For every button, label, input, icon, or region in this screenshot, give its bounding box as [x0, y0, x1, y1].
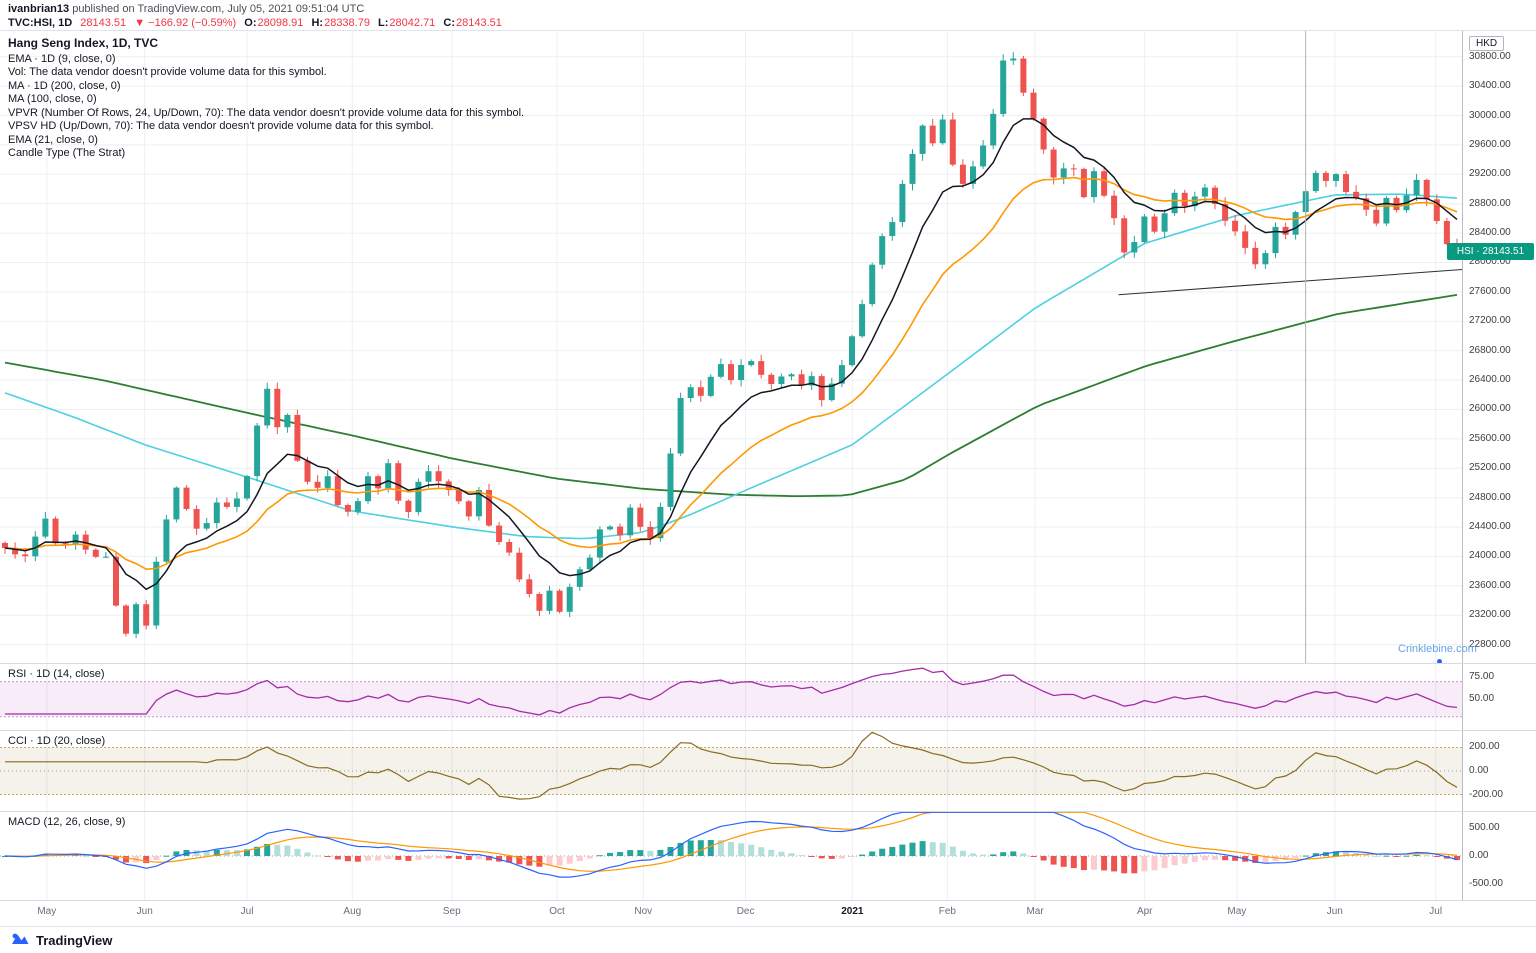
indicator-legend-list: EMA · 1D (9, close, 0) Vol: The data vend… — [8, 53, 524, 161]
indicator-legend-item[interactable]: Candle Type (The Strat) — [8, 147, 126, 159]
scale-value-label: 75.00 — [1469, 671, 1495, 683]
scale-value-label: 27200.00 — [1469, 315, 1511, 327]
price-scale-axis[interactable]: HKD 22800.00 23200.00 23600.00 24000.00 2440… — [1462, 31, 1536, 900]
open-value: 28098.91 — [257, 17, 304, 29]
time-axis-label: Feb — [938, 906, 956, 917]
author-name: ivanbrian13 — [8, 3, 70, 15]
scale-value-label: 0.00 — [1469, 850, 1489, 861]
scale-value-label: 30400.00 — [1469, 80, 1511, 92]
scale-value-label: 23200.00 — [1469, 609, 1511, 621]
indicator-legend-item[interactable]: VPVR (Number Of Rows, 24, Up/Down, 70): … — [8, 106, 525, 119]
scale-value-label: 26000.00 — [1469, 403, 1511, 415]
time-axis-label: Mar — [1026, 906, 1044, 917]
time-axis-label: Sep — [442, 906, 461, 917]
indicator-legend-item[interactable]: EMA · 1D (9, close, 0) — [8, 52, 116, 65]
cci-legend-label[interactable]: CCI · 1D (20, close) — [8, 735, 106, 747]
scale-value-label: 29600.00 — [1469, 138, 1511, 150]
time-axis-label: Jul — [240, 906, 254, 917]
time-axis-label: Apr — [1136, 906, 1153, 917]
footer-bar: TradingView — [0, 926, 1536, 953]
scale-value-label: 30000.00 — [1469, 109, 1511, 121]
cci-panel[interactable] — [0, 731, 1462, 811]
currency-label: HKD — [1469, 36, 1505, 51]
indicator-legend-item[interactable]: Vol: The data vendor doesn't provide vol… — [8, 66, 327, 78]
scale-value-label: 27600.00 — [1469, 285, 1511, 297]
panel-separator[interactable] — [0, 730, 1536, 731]
panel-separator[interactable] — [0, 811, 1536, 812]
macd-legend-label[interactable]: MACD (12, 26, close, 9) — [8, 816, 126, 828]
watermark-text: Crinklebine.com — [1398, 643, 1477, 655]
high-value: 28338.79 — [324, 17, 370, 29]
last-price-tag: HSI · 28143.51 — [1447, 242, 1534, 260]
time-axis-label: 2021 — [841, 906, 864, 917]
symbol-title: TVC:HSI, 1D — [8, 17, 73, 29]
time-scale-axis[interactable]: May Jun Jul Aug Sep Oct Nov Dec 2021 Feb Mar Apr May… — [0, 900, 1462, 926]
rsi-panel[interactable] — [0, 664, 1462, 730]
panel-separator — [0, 900, 1536, 901]
scale-value-label: 25200.00 — [1469, 462, 1511, 474]
time-axis-label: Aug — [343, 906, 362, 917]
open-label: O: — [244, 17, 257, 29]
rsi-legend-label[interactable]: RSI · 1D (14, close) — [8, 668, 105, 680]
scale-value-label: 26800.00 — [1469, 344, 1511, 356]
scale-value-label: 200.00 — [1469, 741, 1500, 753]
time-axis-label: Jun — [1326, 906, 1343, 917]
scale-value-label: 500.00 — [1469, 821, 1500, 833]
brand-name[interactable]: TradingView — [36, 933, 113, 948]
last-price: 28143.51 — [80, 17, 127, 29]
main-price-panel[interactable] — [0, 31, 1462, 663]
scale-value-label: 29200.00 — [1469, 168, 1511, 180]
high-label: H: — [311, 17, 324, 29]
scale-value-label: 28800.00 — [1469, 197, 1511, 209]
scale-value-label: 24800.00 — [1469, 491, 1511, 503]
watermark-dot — [1437, 659, 1442, 664]
symbol-legend-title[interactable]: Hang Seng Index, 1D, TVC — [8, 36, 159, 50]
indicator-legend-item[interactable]: VPSV HD (Up/Down, 70): The data vendor d… — [8, 120, 434, 132]
close-label: C: — [443, 17, 455, 29]
time-axis-label: Dec — [736, 906, 755, 917]
chart-legend: Hang Seng Index, 1D, TVC EMA · 1D (9, cl… — [8, 36, 524, 161]
indicator-legend-item[interactable]: MA · 1D (200, close, 0) — [8, 79, 121, 92]
indicator-legend-item[interactable]: EMA (21, close, 0) — [8, 133, 98, 146]
publish-meta: published on TradingView.com, July 05, 2… — [69, 3, 365, 15]
scale-value-label: 22800.00 — [1469, 638, 1511, 650]
low-value: 28042.71 — [389, 17, 436, 29]
chart-area: Hang Seng Index, 1D, TVC EMA · 1D (9, cl… — [0, 30, 1536, 953]
time-axis-label: May — [37, 906, 57, 917]
publish-info-line: ivanbrian13 published on TradingView.com… — [8, 2, 1536, 16]
scale-value-label: 50.00 — [1469, 693, 1495, 705]
scale-value-label: -200.00 — [1469, 788, 1503, 800]
scale-value-label: 28000.00 — [1469, 256, 1511, 268]
macd-panel[interactable] — [0, 812, 1462, 900]
time-axis-label: Jul — [1429, 906, 1443, 917]
scale-value-label: -500.00 — [1469, 878, 1503, 890]
low-label: L: — [378, 17, 389, 29]
price-change: ▼ −166.92 (−0.59%) — [134, 17, 237, 29]
scale-value-label: 24000.00 — [1469, 550, 1511, 562]
symbol-info-line: TVC:HSI, 1D 28143.51 ▼ −166.92 (−0.59%) … — [8, 16, 1536, 30]
time-axis-label: Jun — [136, 906, 153, 917]
panel-separator[interactable] — [0, 663, 1536, 664]
tradingview-logo-icon[interactable] — [10, 931, 30, 951]
time-axis-label: May — [1227, 906, 1247, 917]
scale-value-label: 24400.00 — [1469, 521, 1511, 533]
time-axis-label: Oct — [549, 906, 565, 917]
publish-header: ivanbrian13 published on TradingView.com… — [0, 0, 1536, 30]
scale-value-label: 30800.00 — [1469, 50, 1511, 62]
scale-value-label: 0.00 — [1469, 765, 1489, 776]
scale-value-label: 26400.00 — [1469, 374, 1511, 386]
scale-value-label: 23600.00 — [1469, 579, 1511, 591]
scale-value-label: 25600.00 — [1469, 432, 1511, 444]
scale-value-label: 28400.00 — [1469, 227, 1511, 239]
time-axis-label: Nov — [634, 906, 653, 917]
indicator-legend-item[interactable]: MA (100, close, 0) — [8, 93, 97, 105]
close-value: 28143.51 — [455, 17, 502, 29]
